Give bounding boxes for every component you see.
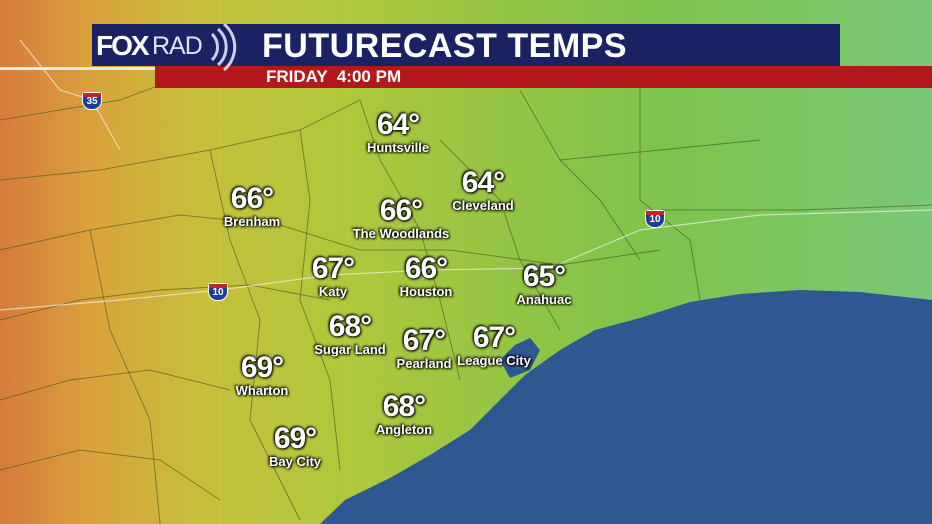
highways xyxy=(0,39,932,311)
city-temp: 65° xyxy=(522,260,566,293)
city-houston: 66° Houston xyxy=(400,254,453,299)
city-wharton: 69° Wharton xyxy=(236,353,289,398)
city-temp: 67° xyxy=(472,321,516,354)
city-huntsville: 64° Huntsville xyxy=(367,110,429,155)
city-temp: 68° xyxy=(382,390,426,423)
city-name: Huntsville xyxy=(366,140,430,155)
city-anahuac: 65° Anahuac xyxy=(517,262,572,307)
city-name: Sugar Land xyxy=(314,342,386,357)
city-name: Bay City xyxy=(268,454,322,469)
city-name: Wharton xyxy=(235,383,289,398)
city-temp: 64° xyxy=(461,166,505,199)
city-the-woodlands: 66° The Woodlands xyxy=(353,196,450,241)
interstate-35-shield-icon: 35 xyxy=(82,92,102,110)
subtitle-banner xyxy=(155,66,932,88)
city-cleveland: 64° Cleveland xyxy=(452,168,513,213)
forecast-time: FRIDAY 4:00 PM xyxy=(266,67,402,86)
city-temp: 64° xyxy=(376,108,420,141)
banner-accent-line xyxy=(0,67,155,70)
city-temp: 66° xyxy=(404,252,448,285)
city-name: Anahuac xyxy=(516,292,572,307)
city-katy: 67° Katy xyxy=(311,252,355,299)
city-name: The Woodlands xyxy=(352,226,450,241)
city-temp: 69° xyxy=(240,351,284,384)
page-title: FUTURECAST TEMPS xyxy=(262,27,627,65)
city-temp: 66° xyxy=(379,194,423,227)
foxrad-logo: FOX RAD xyxy=(94,20,244,72)
gulf-of-mexico xyxy=(320,290,932,524)
interstate-10-shield-icon: 10 xyxy=(208,283,228,301)
city-pearland: 67° Pearland xyxy=(397,326,452,371)
city-league-city: 67° League City xyxy=(457,323,531,368)
city-name: Cleveland xyxy=(452,198,514,213)
logo-rad: RAD xyxy=(152,32,203,60)
city-bay-city: 69° Bay City xyxy=(269,424,321,469)
city-name: Pearland xyxy=(396,356,452,371)
city-name: Brenham xyxy=(223,214,281,229)
galveston-bay xyxy=(500,338,540,378)
county-lines xyxy=(0,69,932,524)
city-temp: 66° xyxy=(230,182,274,215)
city-name: Houston xyxy=(399,284,453,299)
radar-waves-icon xyxy=(210,22,237,72)
city-sugar-land: 68° Sugar Land xyxy=(314,312,386,357)
city-name: Katy xyxy=(318,284,348,299)
interstate-10-shield-icon: 10 xyxy=(645,210,665,228)
city-angleton: 68° Angleton xyxy=(376,392,432,437)
city-name: League City xyxy=(457,353,531,368)
city-temp: 67° xyxy=(311,252,355,285)
city-temp: 67° xyxy=(402,324,446,357)
city-name: Angleton xyxy=(375,422,433,437)
city-temp: 69° xyxy=(273,422,317,455)
city-brenham: 66° Brenham xyxy=(224,184,280,229)
city-temp: 68° xyxy=(328,310,372,343)
logo-fox: FOX xyxy=(96,30,150,61)
